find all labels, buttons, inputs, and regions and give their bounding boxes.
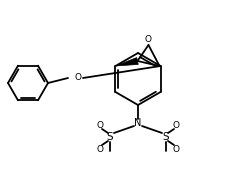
Text: O: O xyxy=(97,121,104,129)
Text: O: O xyxy=(97,144,104,154)
Text: N: N xyxy=(134,118,142,128)
Text: O: O xyxy=(173,121,180,129)
Text: O: O xyxy=(173,144,180,154)
Text: O: O xyxy=(74,74,81,82)
Text: S: S xyxy=(107,132,113,142)
Text: O: O xyxy=(145,36,152,44)
Polygon shape xyxy=(116,58,138,66)
Text: S: S xyxy=(163,132,169,142)
